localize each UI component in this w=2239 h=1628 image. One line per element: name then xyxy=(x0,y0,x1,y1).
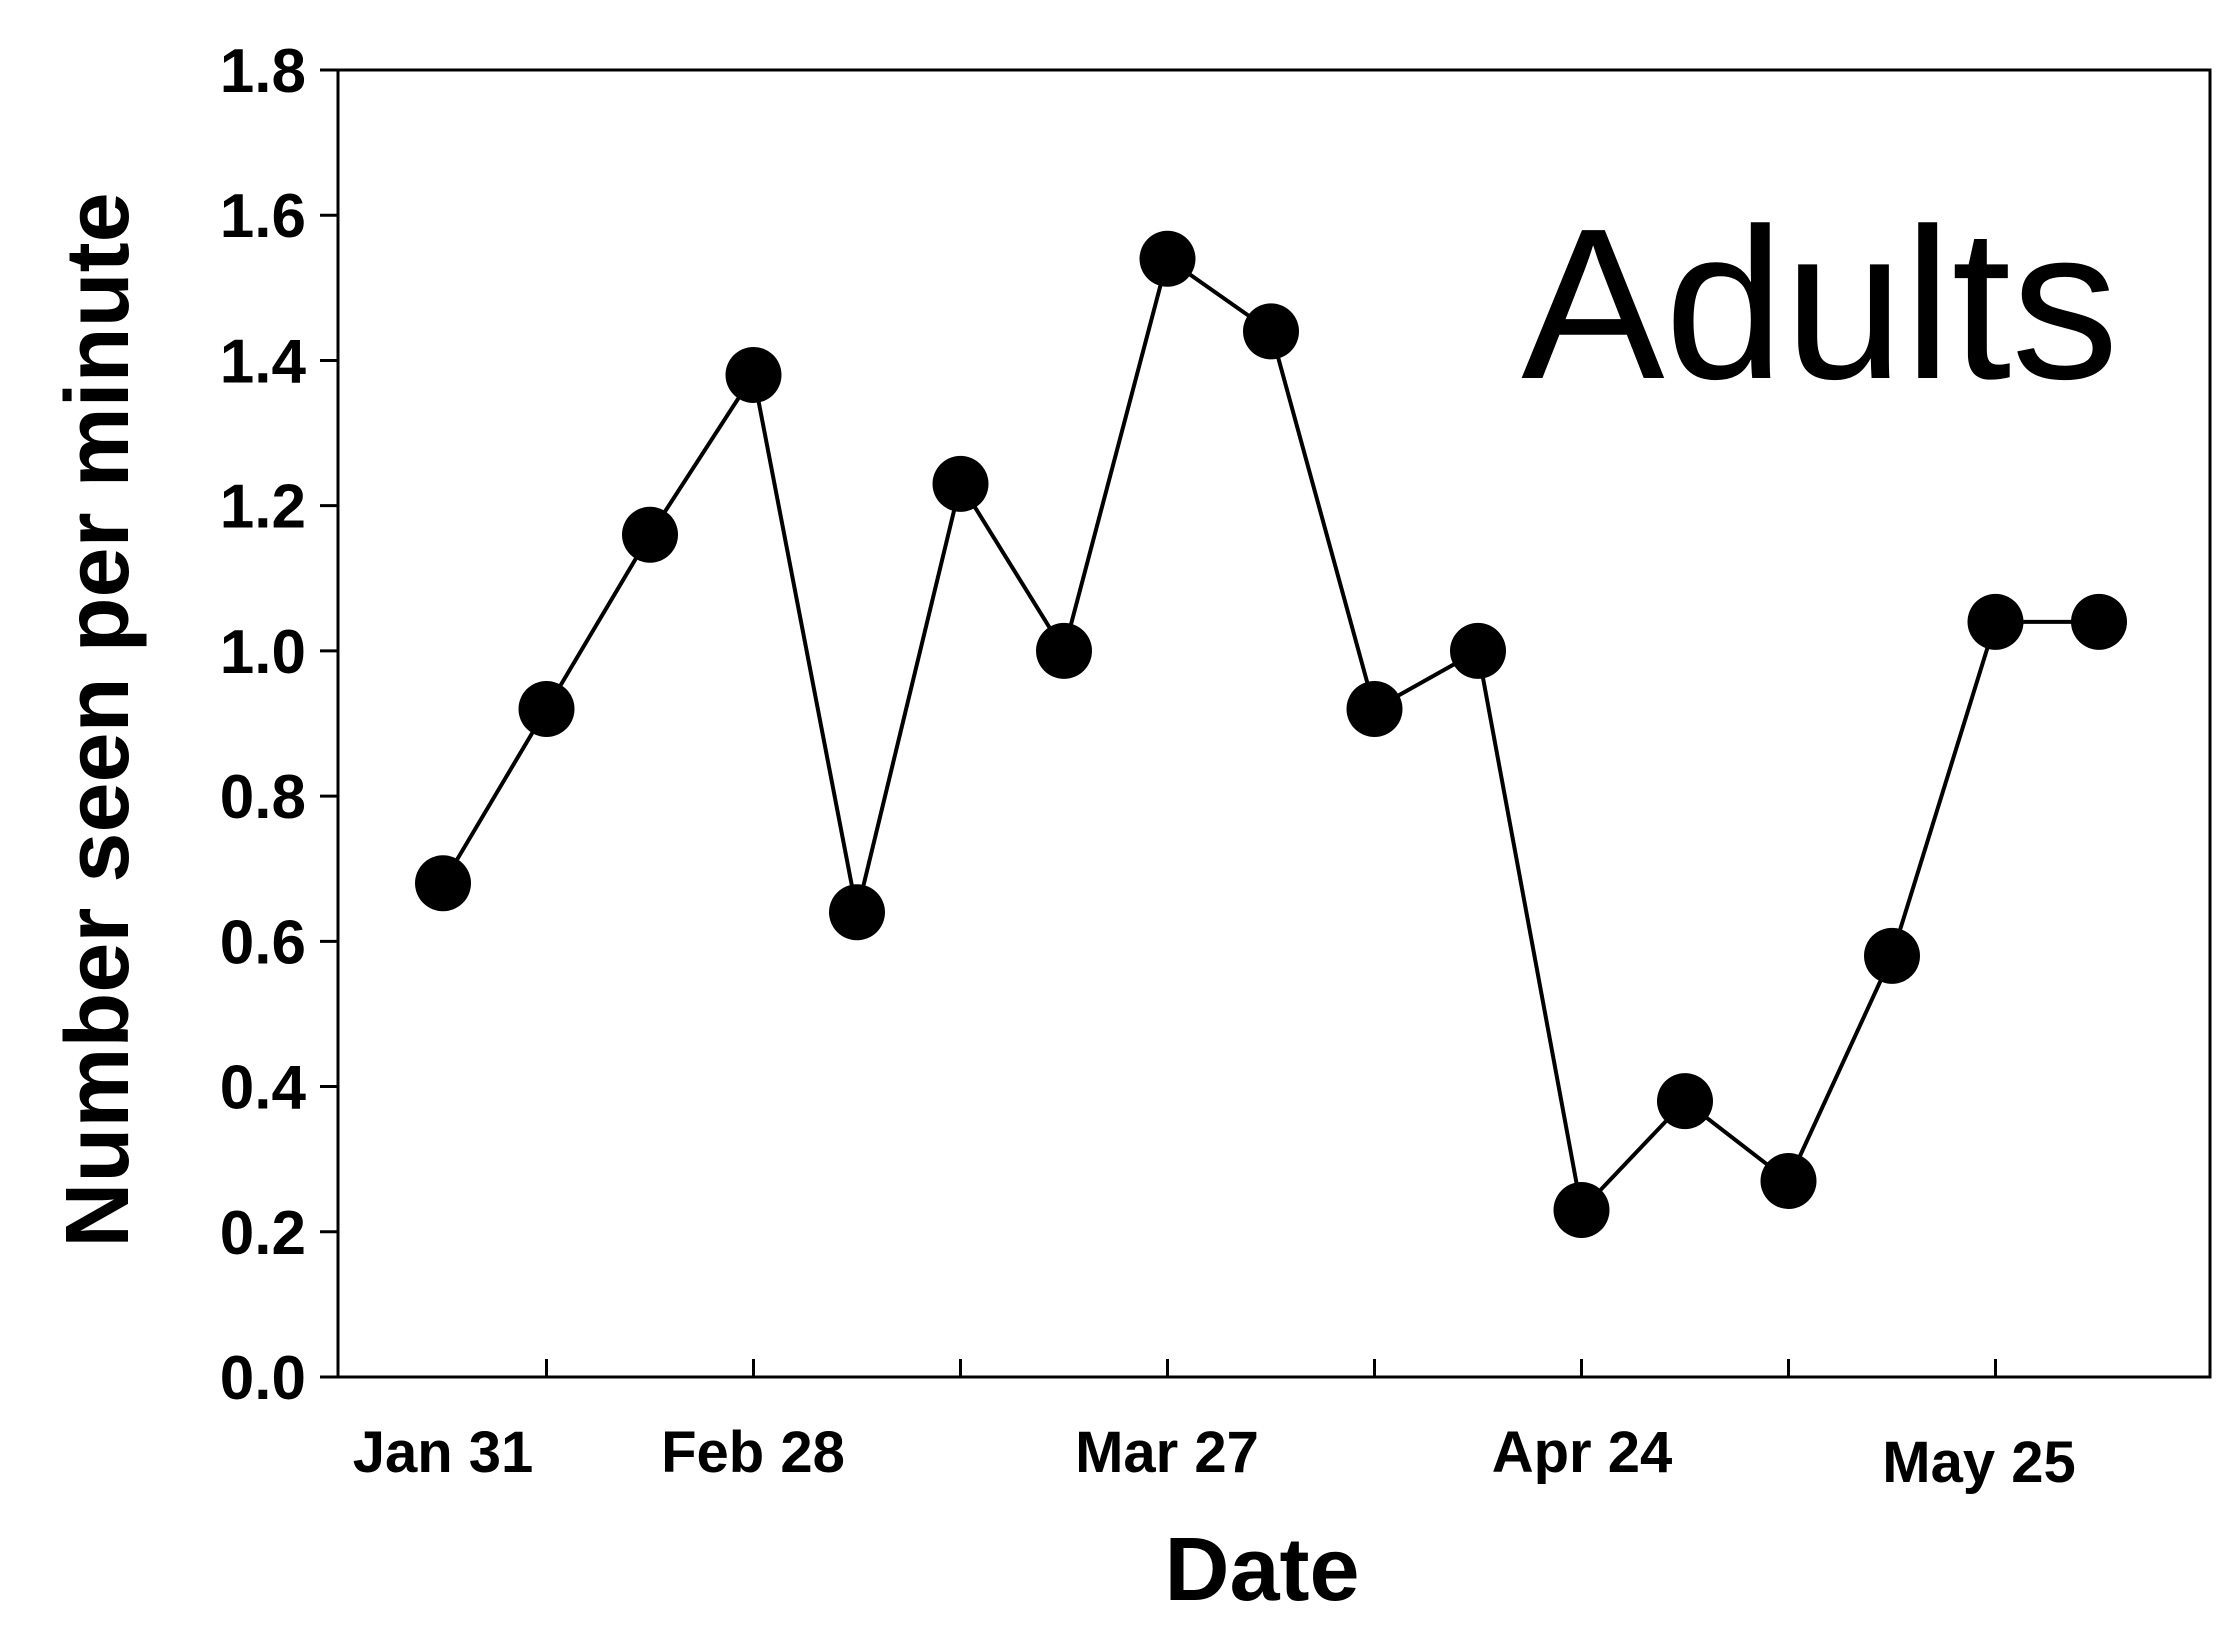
y-tick-label: 1.4 xyxy=(220,327,307,396)
y-tick-label: 1.0 xyxy=(220,618,306,687)
data-point xyxy=(518,680,575,737)
data-point xyxy=(2071,593,2127,650)
y-tick-label: 1.2 xyxy=(220,473,306,542)
y-tick-label: 0.4 xyxy=(220,1054,307,1123)
data-point xyxy=(829,884,885,941)
data-point xyxy=(415,855,471,912)
data-point xyxy=(1657,1073,1713,1130)
data-point xyxy=(622,506,678,563)
data-point xyxy=(1243,303,1299,360)
plot-frame xyxy=(336,68,2212,1379)
data-point xyxy=(1346,680,1403,737)
data-point xyxy=(1036,622,1092,679)
x-tick-label: Apr 24 xyxy=(1492,1420,1673,1485)
y-tick-label: 1.8 xyxy=(220,37,306,106)
x-tick-label: May 25 xyxy=(1882,1430,2075,1495)
data-point xyxy=(725,346,782,403)
x-tick-label: Jan 31 xyxy=(353,1420,534,1485)
data-point xyxy=(1864,927,1920,984)
data-point xyxy=(1139,230,1196,287)
x-axis-ticks: Jan 31 Feb 28 Mar 27 Apr 24 May 25 xyxy=(353,1359,2076,1495)
y-tick-label: 0.2 xyxy=(220,1199,306,1268)
x-tick-label: Mar 27 xyxy=(1075,1420,1259,1485)
y-tick-label: 1.6 xyxy=(220,182,306,251)
y-tick-label: 0.0 xyxy=(220,1344,306,1413)
y-axis-title: Number seen per minute xyxy=(48,192,148,1247)
data-point xyxy=(1967,593,2024,650)
y-tick-label: 0.6 xyxy=(220,908,306,977)
data-point xyxy=(932,455,989,512)
axes xyxy=(336,68,2212,1379)
x-tick-label: Feb 28 xyxy=(661,1420,845,1485)
x-axis-title: Date xyxy=(1164,1520,1359,1620)
data-point xyxy=(1553,1181,1610,1238)
y-tick-label: 0.8 xyxy=(220,763,306,832)
data-point xyxy=(1450,622,1506,679)
panel-label: Adults xyxy=(1521,183,2119,424)
data-points xyxy=(415,230,2127,1238)
data-point xyxy=(1760,1152,1817,1209)
y-axis-ticks: 0.0 0.2 0.4 0.6 0.8 1.0 1.2 1.4 1.6 1.8 xyxy=(220,37,338,1413)
